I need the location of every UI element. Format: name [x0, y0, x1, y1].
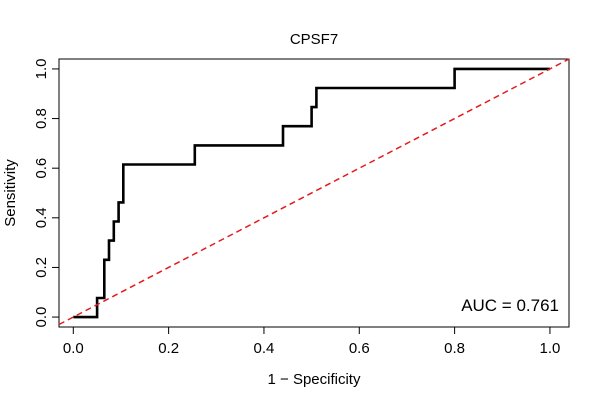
y-tick-label: 0.0 — [33, 307, 50, 328]
y-tick-label: 0.4 — [33, 207, 50, 228]
x-tick-label: 0.2 — [158, 340, 179, 357]
x-tick-label: 0.6 — [349, 340, 370, 357]
y-tick-label: 0.8 — [33, 108, 50, 129]
y-tick-label: 0.2 — [33, 257, 50, 278]
x-tick-label: 1.0 — [540, 340, 561, 357]
x-tick-label: 0.0 — [63, 340, 84, 357]
x-tick-label: 0.8 — [444, 340, 465, 357]
roc-curve — [73, 67, 550, 319]
auc-annotation: AUC = 0.761 — [461, 296, 559, 315]
y-axis-label: Sensitivity — [2, 159, 19, 227]
plot-area: 0.0 0.2 0.4 0.6 0.8 1.0 0.0 0.2 0.4 0.6 0.8 1.0 AUC … — [33, 58, 570, 357]
chart-title: CPSF7 — [290, 31, 338, 48]
plot-frame — [58, 58, 570, 328]
reference-diagonal — [58, 58, 570, 326]
x-tick-label: 0.4 — [254, 340, 275, 357]
y-tick-label: 1.0 — [33, 58, 50, 79]
x-axis-label: 1 − Specificity — [268, 371, 361, 388]
y-tick-label: 0.6 — [33, 158, 50, 179]
